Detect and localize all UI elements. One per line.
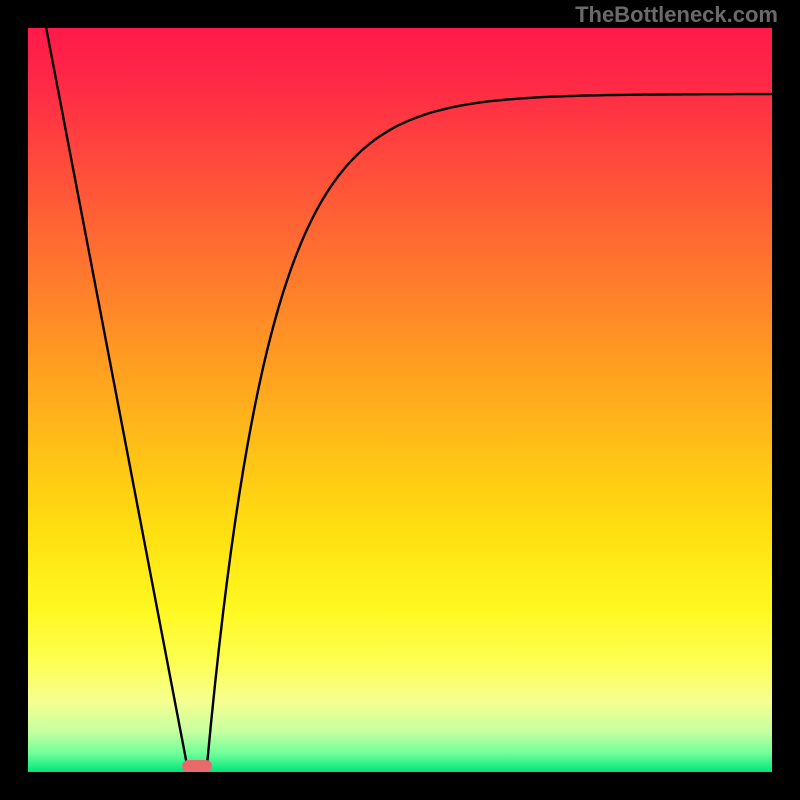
border-right bbox=[772, 0, 800, 800]
chart-canvas: TheBottleneck.com bbox=[0, 0, 800, 800]
watermark-text: TheBottleneck.com bbox=[575, 2, 778, 27]
vertex-marker bbox=[182, 760, 212, 772]
plot-area bbox=[28, 28, 772, 772]
border-left bbox=[0, 0, 28, 800]
border-bottom bbox=[0, 772, 800, 800]
